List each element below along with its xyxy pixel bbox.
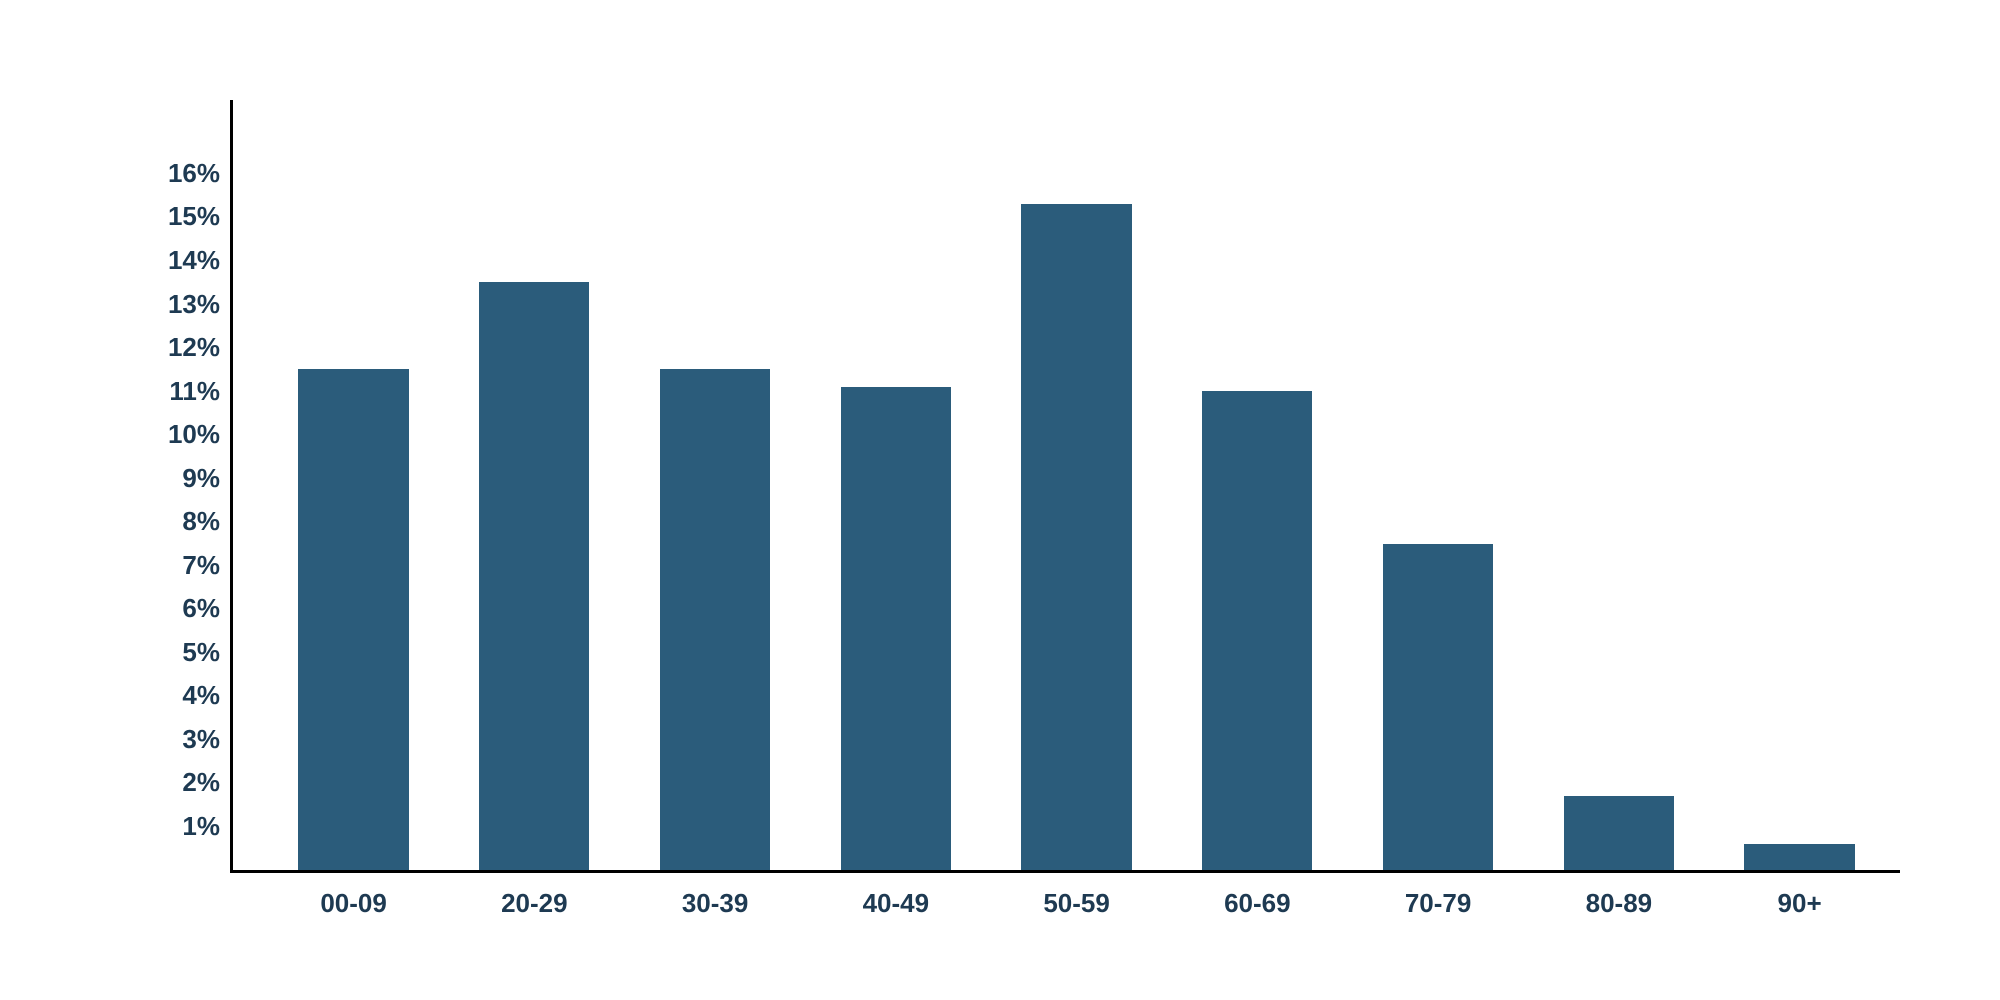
y-tick-label: 10%: [140, 419, 220, 450]
x-tick-label: 40-49: [805, 888, 986, 919]
y-tick-label: 12%: [140, 332, 220, 363]
y-tick-label: 14%: [140, 245, 220, 276]
x-tick-label: 60-69: [1167, 888, 1348, 919]
age-distribution-bar-chart: 1%2%3%4%5%6%7%8%9%10%11%12%13%14%15%16% …: [0, 0, 2000, 1000]
y-tick-label: 4%: [140, 680, 220, 711]
bar: [660, 369, 770, 870]
bar: [1021, 204, 1131, 870]
y-tick-label: 3%: [140, 724, 220, 755]
y-tick-label: 5%: [140, 637, 220, 668]
x-tick-label: 20-29: [444, 888, 625, 919]
bar: [1202, 391, 1312, 870]
y-tick-label: 1%: [140, 811, 220, 842]
x-tick-label: 90+: [1709, 888, 1890, 919]
y-tick-label: 6%: [140, 593, 220, 624]
bar: [841, 387, 951, 870]
y-tick-label: 13%: [140, 289, 220, 320]
y-tick-label: 7%: [140, 550, 220, 581]
x-tick-label: 70-79: [1348, 888, 1529, 919]
x-tick-label: 00-09: [263, 888, 444, 919]
bar: [1564, 796, 1674, 870]
y-tick-label: 11%: [140, 376, 220, 407]
x-tick-label: 50-59: [986, 888, 1167, 919]
y-axis-line: [230, 100, 233, 870]
y-tick-label: 2%: [140, 767, 220, 798]
bar: [298, 369, 408, 870]
x-axis-line: [230, 870, 1900, 873]
x-tick-label: 30-39: [625, 888, 806, 919]
y-tick-label: 15%: [140, 201, 220, 232]
bar: [1383, 544, 1493, 870]
y-tick-label: 8%: [140, 506, 220, 537]
bar: [1744, 844, 1854, 870]
bar: [479, 282, 589, 870]
x-tick-label: 80-89: [1528, 888, 1709, 919]
y-tick-label: 16%: [140, 158, 220, 189]
y-tick-label: 9%: [140, 463, 220, 494]
